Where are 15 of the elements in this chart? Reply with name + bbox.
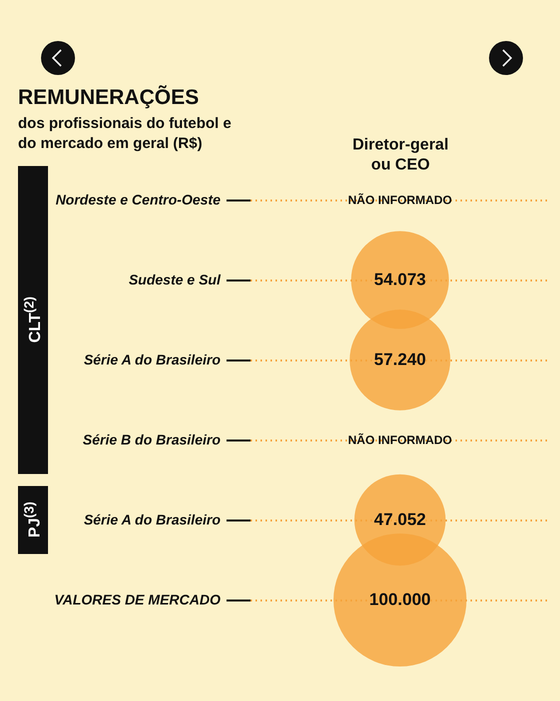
category-label: VALORES DE MERCADO	[54, 592, 221, 608]
text: dos profissionais do futebol e do mercado em geral (R$)	[18, 114, 232, 154]
data-label: 47.052	[374, 510, 426, 529]
text: REMUNERAÇÕES	[18, 86, 199, 110]
category-label: Nordeste e Centro-Oeste	[56, 192, 221, 208]
data-label: NÃO INFORMADO	[348, 193, 452, 207]
category-label: Série A do Brasileiro	[84, 512, 221, 528]
category-label: Série B do Brasileiro	[82, 432, 221, 448]
text: Diretor-geral ou CEO	[352, 136, 449, 174]
data-label: 100.000	[369, 590, 431, 609]
data-label: 54.073	[374, 270, 426, 289]
category-label: Série A do Brasileiro	[84, 352, 221, 368]
data-label: 57.240	[374, 350, 426, 369]
data-label: NÃO INFORMADO	[348, 433, 452, 447]
category-label: Sudeste e Sul	[128, 272, 222, 288]
